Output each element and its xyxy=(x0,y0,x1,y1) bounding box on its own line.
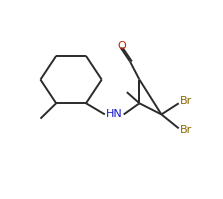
Text: Br: Br xyxy=(180,125,192,135)
Text: Br: Br xyxy=(180,96,192,106)
Text: O: O xyxy=(117,41,126,51)
Text: HN: HN xyxy=(106,109,123,119)
